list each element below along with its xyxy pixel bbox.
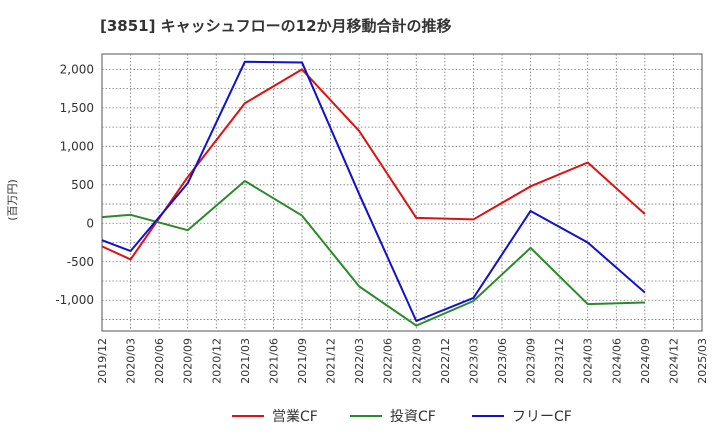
x-tick-label: 2020/03	[125, 338, 138, 384]
legend-label: フリーCF	[512, 409, 572, 425]
x-tick-label: 2023/06	[496, 338, 509, 384]
x-tick-label: 2023/12	[553, 338, 566, 384]
x-tick-label: 2024/12	[667, 338, 680, 384]
y-tick-label: 1,000	[60, 139, 94, 153]
series-line-フリーCF	[101, 60, 646, 322]
grid-layer	[101, 53, 703, 332]
x-tick-label: 2022/09	[410, 338, 423, 384]
x-tick-label: 2020/09	[182, 338, 195, 384]
x-tick-label: 2021/09	[296, 338, 309, 384]
x-tick-label: 2024/06	[610, 338, 623, 384]
x-tick-label: 2021/06	[267, 338, 280, 384]
x-tick-label: 2021/12	[325, 338, 338, 384]
x-tick-label: 2021/03	[239, 338, 252, 384]
y-tick-label: -1,000	[55, 293, 94, 307]
legend-label: 投資CF	[390, 409, 436, 425]
legend-label: 営業CF	[272, 409, 318, 425]
y-tick-label: 0	[86, 216, 94, 230]
y-axis-label: (百万円)	[6, 179, 19, 221]
chart-title: [3851] キャッシュフローの12か月移動合計の推移	[100, 17, 452, 35]
series-line-投資CF	[101, 179, 645, 327]
y-tick-label: 500	[71, 178, 94, 192]
x-tick-label: 2020/12	[210, 338, 223, 384]
x-tick-label: 2024/09	[639, 338, 652, 384]
legend: 営業CF 投資CF フリーCF	[232, 409, 572, 425]
x-tick-label: 2023/09	[525, 338, 538, 384]
x-tick-label: 2019/12	[96, 338, 109, 384]
y-tick-label: -500	[67, 255, 94, 269]
x-tick-label: 2022/03	[353, 338, 366, 384]
y-tick-label: 2,000	[60, 62, 94, 76]
x-tick-label: 2023/03	[467, 338, 480, 384]
x-tick-label: 2022/12	[439, 338, 452, 384]
y-tick-label: 1,500	[60, 101, 94, 115]
x-tick-label: 2025/03	[696, 338, 709, 384]
plot-area	[101, 53, 703, 332]
axis-layer: 2019/12 2020/03 2020/06 2020/09 2020/12 2021/…	[55, 62, 709, 383]
x-tick-label: 2024/03	[582, 338, 595, 384]
series-layer	[101, 60, 646, 327]
x-tick-label: 2022/06	[382, 338, 395, 384]
x-tick-label: 2020/06	[153, 338, 166, 384]
